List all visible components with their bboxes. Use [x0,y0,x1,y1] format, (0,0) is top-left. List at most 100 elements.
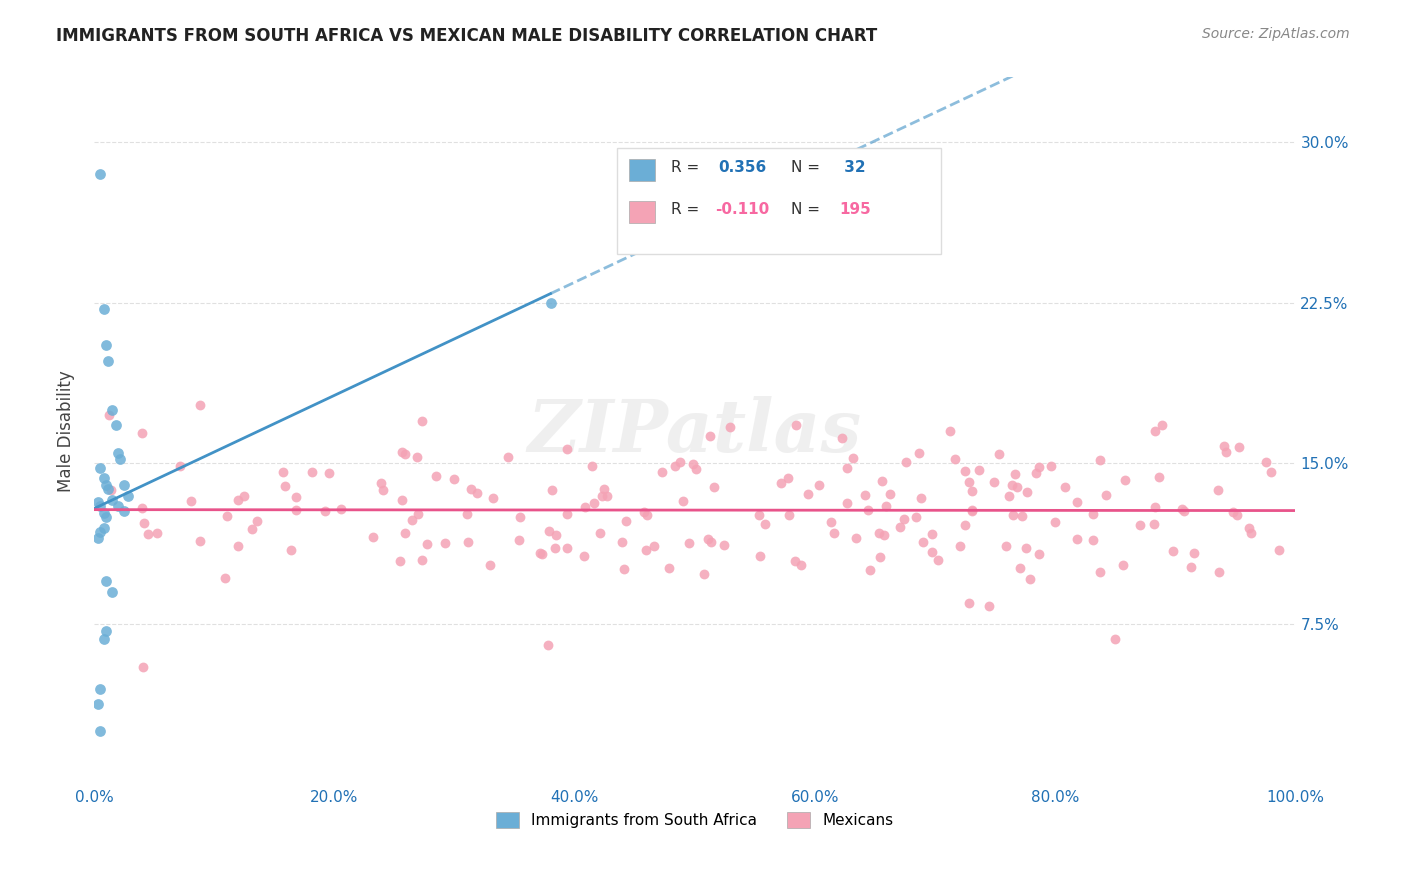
Point [1254,455,1277,469]
Point [988,447,1011,461]
Point [1208,566,1230,580]
Point [537,638,560,652]
Point [835,460,858,475]
Point [1213,439,1236,453]
Point [582,496,605,510]
Point [394,447,416,461]
Point [1112,558,1135,572]
Point [853,488,876,502]
Point [1161,544,1184,558]
Point [107,446,129,460]
Point [443,473,465,487]
Point [1171,501,1194,516]
FancyBboxPatch shape [617,148,941,254]
Point [180,494,202,508]
Point [284,503,307,517]
Point [998,489,1021,503]
Point [651,465,673,479]
Point [770,475,793,490]
Point [1237,521,1260,535]
Point [682,457,704,471]
Point [93,632,115,647]
Point [478,558,501,572]
Point [1019,572,1042,586]
Point [1043,516,1066,530]
Point [465,486,488,500]
Point [1040,459,1063,474]
Point [1143,500,1166,514]
Point [879,487,901,501]
Point [591,489,613,503]
Point [457,535,479,549]
Point [797,487,820,501]
Point [1104,632,1126,647]
Point [214,571,236,585]
Point [1226,508,1249,523]
Point [778,508,800,523]
Point [100,483,122,497]
Point [117,489,139,503]
Point [240,522,263,536]
Point [89,460,111,475]
Point [953,465,976,479]
Text: N =: N = [790,202,825,218]
Point [870,474,893,488]
Point [574,500,596,515]
Point [1095,488,1118,502]
Point [280,542,302,557]
Point [957,596,980,610]
Point [921,545,943,559]
Point [977,599,1000,613]
Point [228,492,250,507]
Point [1215,445,1237,459]
Point [1000,478,1022,492]
Point [873,527,896,541]
Point [696,532,718,546]
Point [869,549,891,564]
Point [314,504,336,518]
Point [110,452,132,467]
Point [456,507,478,521]
Point [1083,507,1105,521]
Point [97,482,120,496]
Point [101,492,124,507]
Point [93,521,115,535]
Point [1147,469,1170,483]
Point [613,562,636,576]
Point [699,429,721,443]
Point [188,399,211,413]
Point [703,480,725,494]
Point [1180,559,1202,574]
Point [633,505,655,519]
Point [921,527,943,541]
Point [1066,495,1088,509]
Text: R =: R = [671,202,704,218]
Point [93,506,115,520]
Point [955,518,977,533]
Point [1028,547,1050,561]
Point [94,510,117,524]
Point [557,541,579,555]
Point [112,503,135,517]
Point [643,539,665,553]
Point [540,295,562,310]
Point [1010,560,1032,574]
Point [101,585,124,599]
Point [589,526,612,541]
Point [1088,565,1111,579]
Point [391,493,413,508]
Point [910,491,932,505]
Point [1206,483,1229,497]
Point [544,528,567,542]
Point [531,547,554,561]
Point [101,402,124,417]
Point [1054,480,1077,494]
Text: 0.356: 0.356 [718,160,768,175]
Point [538,524,561,539]
Point [89,524,111,539]
Point [271,465,294,479]
Point [274,479,297,493]
Point [460,482,482,496]
Point [89,681,111,696]
Legend: Immigrants from South Africa, Mexicans: Immigrants from South Africa, Mexicans [489,805,900,834]
